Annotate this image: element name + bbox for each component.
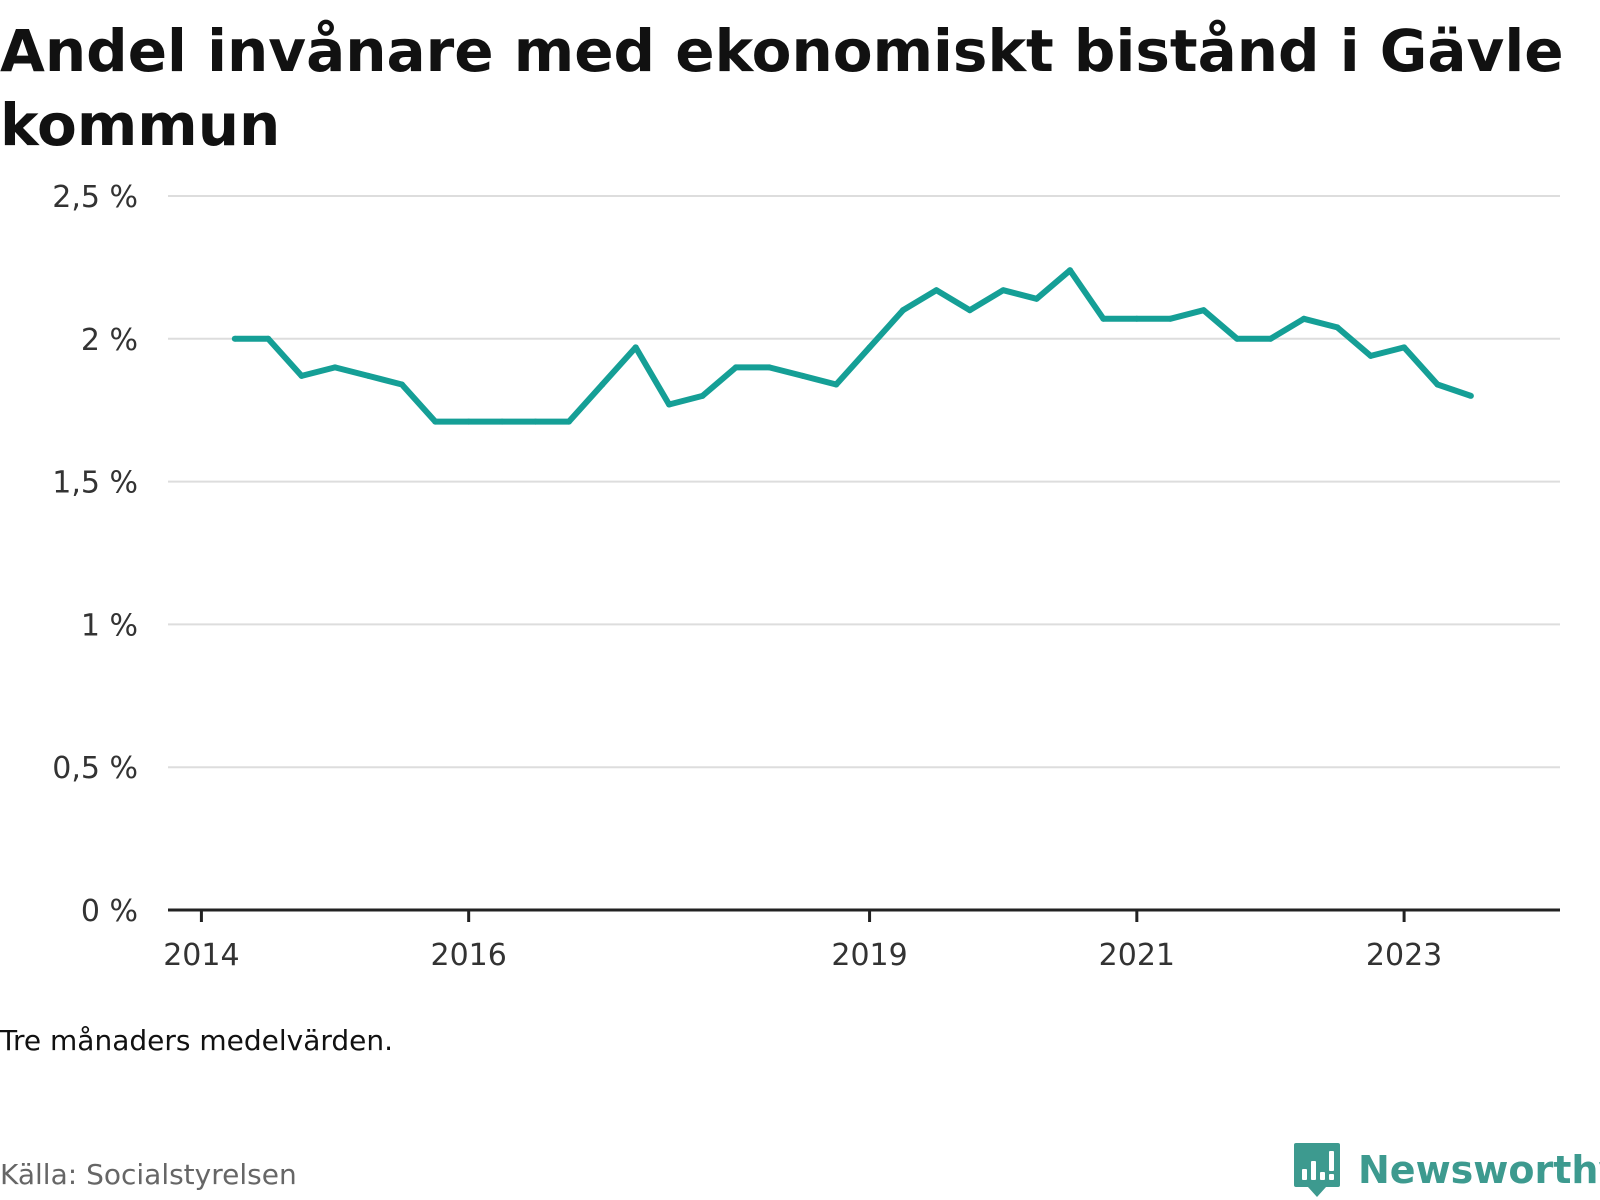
data-points (231, 267, 1474, 425)
data-point (732, 364, 739, 371)
data-point (900, 307, 906, 314)
data-point (499, 418, 506, 425)
data-point (632, 344, 639, 351)
data-point (599, 381, 606, 388)
x-tick-label: 2014 (163, 938, 239, 973)
y-axis-tick-labels: 0 % 0,5 % 1 % 1,5 % 2 % 2,5 % (52, 180, 138, 929)
data-point (365, 372, 372, 379)
data-point (465, 418, 472, 425)
data-point (1467, 392, 1474, 399)
chart-note: Tre månaders medelvärden. (0, 1024, 394, 1057)
data-point (1100, 315, 1107, 322)
data-point (766, 364, 773, 371)
data-point (1267, 335, 1274, 342)
data-point (699, 392, 706, 399)
data-point (1300, 315, 1307, 322)
data-point (1200, 307, 1207, 314)
y-tick-label: 0,5 % (52, 751, 138, 786)
data-point (1033, 295, 1040, 302)
data-point (1167, 315, 1174, 322)
y-tick-label: 2,5 % (52, 180, 138, 215)
data-point (1367, 352, 1374, 359)
data-point (933, 287, 940, 294)
data-point (398, 381, 405, 388)
bar-chart-speech-bubble-icon (1294, 1143, 1340, 1197)
data-point (298, 372, 305, 379)
data-point (432, 418, 439, 425)
data-point (1133, 315, 1140, 322)
data-point (332, 364, 338, 371)
x-axis-ticks: 2014 2016 2019 2021 2023 (163, 910, 1442, 973)
data-point (532, 418, 539, 425)
data-point (1234, 335, 1241, 342)
data-point (1334, 324, 1341, 331)
line-chart: 0 % 0,5 % 1 % 1,5 % 2 % 2,5 % 2014 2016 2019 202… (52, 180, 1560, 973)
data-point (1000, 287, 1007, 294)
y-tick-label: 1 % (81, 608, 138, 643)
y-tick-label: 1,5 % (52, 466, 138, 501)
source-credit: Källa: Socialstyrelsen (0, 1158, 297, 1191)
data-point (265, 335, 272, 342)
x-tick-label: 2023 (1366, 938, 1442, 973)
data-point (966, 307, 973, 314)
gridlines (168, 195, 1560, 769)
data-point (1434, 381, 1441, 388)
brand-name: Newsworthy (1358, 1148, 1600, 1192)
data-point (1067, 267, 1073, 274)
data-point (666, 401, 673, 408)
y-tick-label: 2 % (81, 323, 138, 358)
chart-title: Andel invånare med ekonomiskt bistånd i … (0, 17, 1564, 159)
x-tick-label: 2021 (1099, 938, 1175, 973)
x-tick-label: 2019 (831, 938, 907, 973)
data-point (799, 372, 806, 379)
data-point (866, 344, 873, 351)
x-tick-label: 2016 (430, 938, 506, 973)
data-point (833, 381, 840, 388)
data-point (231, 335, 238, 342)
data-point (1401, 344, 1408, 351)
series-line (234, 267, 1472, 425)
brand-logo: Newsworthy (1292, 1141, 1600, 1199)
data-point (565, 418, 572, 425)
y-tick-label: 0 % (81, 894, 138, 929)
